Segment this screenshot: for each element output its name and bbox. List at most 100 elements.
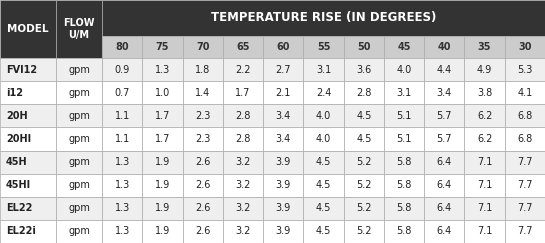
- Text: 30: 30: [518, 42, 531, 52]
- Text: i12: i12: [6, 88, 23, 98]
- Text: 60: 60: [276, 42, 290, 52]
- Text: 2.3: 2.3: [195, 111, 210, 121]
- Text: 1.9: 1.9: [155, 226, 170, 236]
- Bar: [102, 127, 142, 150]
- Bar: [384, 104, 424, 127]
- Text: 6.4: 6.4: [437, 226, 452, 236]
- Bar: [505, 36, 545, 58]
- Text: 1.3: 1.3: [114, 180, 130, 190]
- Text: gpm: gpm: [68, 157, 90, 167]
- Text: 1.7: 1.7: [155, 134, 170, 144]
- Bar: [424, 174, 464, 197]
- Text: 3.4: 3.4: [276, 111, 291, 121]
- Text: 5.7: 5.7: [437, 111, 452, 121]
- Bar: [344, 174, 384, 197]
- Bar: [304, 58, 344, 81]
- Bar: [505, 150, 545, 174]
- Text: 50: 50: [357, 42, 371, 52]
- Text: 4.0: 4.0: [316, 134, 331, 144]
- Bar: [263, 197, 304, 220]
- Text: FLOW
U/M: FLOW U/M: [63, 18, 95, 40]
- Bar: [0, 174, 56, 197]
- Bar: [263, 150, 304, 174]
- Text: gpm: gpm: [68, 226, 90, 236]
- Bar: [384, 81, 424, 104]
- Text: 4.1: 4.1: [517, 88, 532, 98]
- Bar: [505, 104, 545, 127]
- Text: 5.2: 5.2: [356, 226, 372, 236]
- Text: TEMPERATURE RISE (IN DEGREES): TEMPERATURE RISE (IN DEGREES): [211, 11, 436, 25]
- Text: 3.4: 3.4: [437, 88, 452, 98]
- Text: 4.0: 4.0: [316, 111, 331, 121]
- Bar: [344, 220, 384, 243]
- Text: 1.0: 1.0: [155, 88, 170, 98]
- Text: 5.7: 5.7: [437, 134, 452, 144]
- Text: EL22: EL22: [6, 203, 32, 213]
- Bar: [384, 58, 424, 81]
- Text: 5.1: 5.1: [396, 111, 411, 121]
- Bar: [464, 197, 505, 220]
- Text: 20HI: 20HI: [6, 134, 31, 144]
- Bar: [424, 220, 464, 243]
- Bar: [183, 220, 223, 243]
- Text: 3.6: 3.6: [356, 65, 371, 75]
- Bar: [0, 0, 56, 58]
- Bar: [223, 220, 263, 243]
- Bar: [424, 150, 464, 174]
- Text: 7.1: 7.1: [477, 226, 492, 236]
- Bar: [344, 127, 384, 150]
- Text: EL22i: EL22i: [6, 226, 36, 236]
- Bar: [344, 104, 384, 127]
- Bar: [183, 36, 223, 58]
- Bar: [223, 81, 263, 104]
- Text: 40: 40: [438, 42, 451, 52]
- Text: 1.3: 1.3: [155, 65, 170, 75]
- Bar: [183, 58, 223, 81]
- Bar: [505, 197, 545, 220]
- Bar: [142, 220, 183, 243]
- Bar: [142, 150, 183, 174]
- Text: 1.9: 1.9: [155, 157, 170, 167]
- Bar: [384, 36, 424, 58]
- Text: 0.7: 0.7: [114, 88, 130, 98]
- Text: 1.1: 1.1: [114, 111, 130, 121]
- Text: 35: 35: [478, 42, 492, 52]
- Text: 2.3: 2.3: [195, 134, 210, 144]
- Text: 4.5: 4.5: [316, 203, 331, 213]
- Bar: [464, 220, 505, 243]
- Text: 1.3: 1.3: [114, 157, 130, 167]
- Bar: [0, 150, 56, 174]
- Text: 5.8: 5.8: [396, 180, 411, 190]
- Bar: [464, 174, 505, 197]
- Bar: [304, 36, 344, 58]
- Bar: [56, 58, 102, 81]
- Text: 1.7: 1.7: [235, 88, 251, 98]
- Text: 2.7: 2.7: [275, 65, 291, 75]
- Bar: [183, 150, 223, 174]
- Bar: [56, 174, 102, 197]
- Bar: [142, 81, 183, 104]
- Text: 3.9: 3.9: [276, 157, 291, 167]
- Text: 2.8: 2.8: [235, 111, 251, 121]
- Bar: [142, 58, 183, 81]
- Bar: [142, 36, 183, 58]
- Bar: [223, 197, 263, 220]
- Text: 80: 80: [116, 42, 129, 52]
- Bar: [464, 58, 505, 81]
- Text: 2.6: 2.6: [195, 157, 210, 167]
- Text: 45HI: 45HI: [6, 180, 31, 190]
- Text: 5.8: 5.8: [396, 226, 411, 236]
- Text: 1.9: 1.9: [155, 203, 170, 213]
- Text: gpm: gpm: [68, 111, 90, 121]
- Bar: [0, 127, 56, 150]
- Text: 6.2: 6.2: [477, 111, 492, 121]
- Bar: [102, 81, 142, 104]
- Text: 55: 55: [317, 42, 330, 52]
- Text: 20H: 20H: [6, 111, 28, 121]
- Text: 2.6: 2.6: [195, 180, 210, 190]
- Bar: [424, 81, 464, 104]
- Bar: [102, 220, 142, 243]
- Bar: [56, 220, 102, 243]
- Bar: [0, 81, 56, 104]
- Text: 4.4: 4.4: [437, 65, 452, 75]
